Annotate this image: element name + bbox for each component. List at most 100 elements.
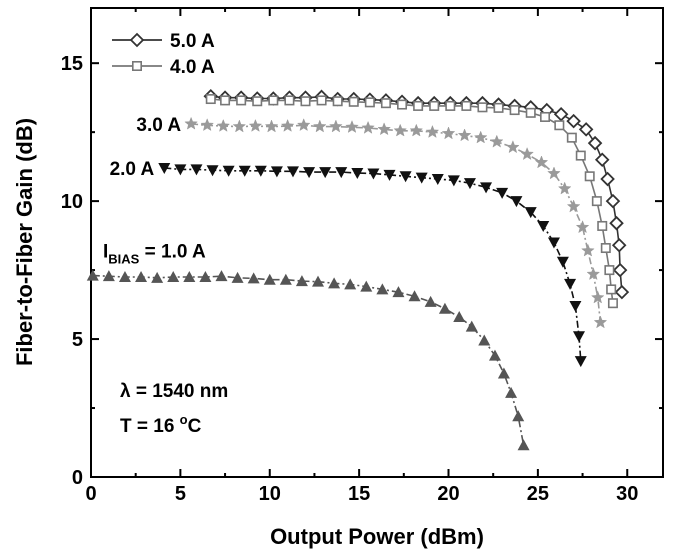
data-point (606, 284, 617, 295)
data-point (473, 130, 488, 144)
series-label: 3.0 A (136, 115, 181, 136)
data-point (607, 298, 618, 309)
data-point (270, 166, 283, 178)
wavelength-annotation: λ = 1540 nm (120, 381, 228, 402)
data-point (569, 300, 582, 312)
data-point (611, 237, 627, 253)
data-point (300, 96, 311, 107)
x-axis-label: Output Power (dBm) (270, 524, 484, 549)
data-point (438, 302, 451, 314)
data-point (397, 99, 408, 110)
y-tick-label: 10 (61, 191, 83, 213)
data-point (392, 286, 405, 298)
data-point (609, 215, 624, 231)
plot-frame (90, 7, 664, 478)
data-point (348, 96, 359, 107)
data-point (453, 310, 466, 322)
data-point (447, 175, 460, 187)
data-point (167, 270, 180, 282)
data-point (252, 96, 263, 107)
data-point (216, 118, 231, 132)
data-point (263, 273, 276, 285)
data-point (86, 269, 99, 281)
data-point (312, 275, 325, 287)
data-point (597, 220, 608, 231)
data-point (574, 356, 587, 368)
legend-item: 5.0 A (112, 31, 215, 52)
y-tick-label: 5 (72, 329, 83, 351)
temperature-annotation: T = 16 oC (120, 412, 202, 437)
data-point (328, 277, 341, 289)
legend-label: 5.0 A (170, 31, 215, 52)
data-point (524, 207, 537, 219)
series-label: IBIAS = 1.0 A (103, 242, 206, 267)
data-point (205, 94, 216, 105)
data-point (537, 220, 550, 232)
data-point (238, 165, 251, 177)
data-point (578, 122, 594, 137)
data-point (332, 96, 343, 107)
series-3 (158, 163, 587, 368)
data-point (183, 270, 196, 282)
data-point (399, 171, 412, 183)
data-point (206, 165, 219, 177)
data-point (587, 135, 603, 151)
data-point (247, 272, 260, 284)
data-point (489, 134, 504, 148)
series-4 (86, 269, 530, 451)
data-point (525, 107, 536, 118)
series-label: 2.0 A (110, 159, 155, 180)
data-point (200, 118, 215, 132)
data-point (586, 267, 601, 281)
data-point (478, 334, 491, 346)
data-point (429, 100, 440, 111)
data-point (425, 124, 440, 138)
degree-symbol: o (180, 412, 188, 427)
x-tick-label: 0 (85, 483, 96, 505)
data-point (461, 100, 472, 111)
data-point (600, 243, 611, 254)
data-point (409, 123, 424, 137)
y-axis-label: Fiber-to-Fiber Gain (dB) (12, 118, 37, 366)
data-point (319, 167, 332, 179)
temperature-unit: C (188, 416, 202, 437)
data-point (190, 164, 203, 176)
data-point (408, 290, 421, 302)
data-point (279, 273, 292, 285)
data-point (360, 280, 373, 292)
data-point (102, 270, 115, 282)
legend-label: 4.0 A (170, 57, 215, 78)
x-tick-label: 10 (259, 483, 281, 505)
data-point (231, 271, 244, 283)
x-tick-label: 25 (527, 483, 549, 505)
data-point (345, 120, 359, 133)
data-point (591, 196, 602, 207)
data-point (222, 165, 235, 177)
data-point (547, 166, 561, 180)
data-point (431, 174, 444, 186)
data-point (566, 132, 577, 143)
data-point (605, 193, 621, 209)
legend-marker (129, 32, 145, 48)
data-point (268, 95, 279, 106)
data-point (564, 278, 577, 290)
data-point (286, 166, 299, 178)
data-point (445, 100, 456, 111)
data-point (553, 106, 569, 122)
data-point (594, 152, 610, 168)
data-point (199, 270, 212, 282)
data-point (413, 100, 424, 111)
x-tick-label: 5 (175, 483, 186, 505)
data-point (575, 220, 590, 234)
data-point (488, 349, 501, 361)
data-point (295, 275, 308, 287)
data-point (457, 128, 472, 142)
data-point (312, 119, 327, 133)
data-point (465, 320, 478, 332)
data-point (584, 171, 595, 182)
x-tick-label: 15 (348, 483, 370, 505)
data-point (506, 140, 520, 154)
data-point (174, 164, 187, 176)
